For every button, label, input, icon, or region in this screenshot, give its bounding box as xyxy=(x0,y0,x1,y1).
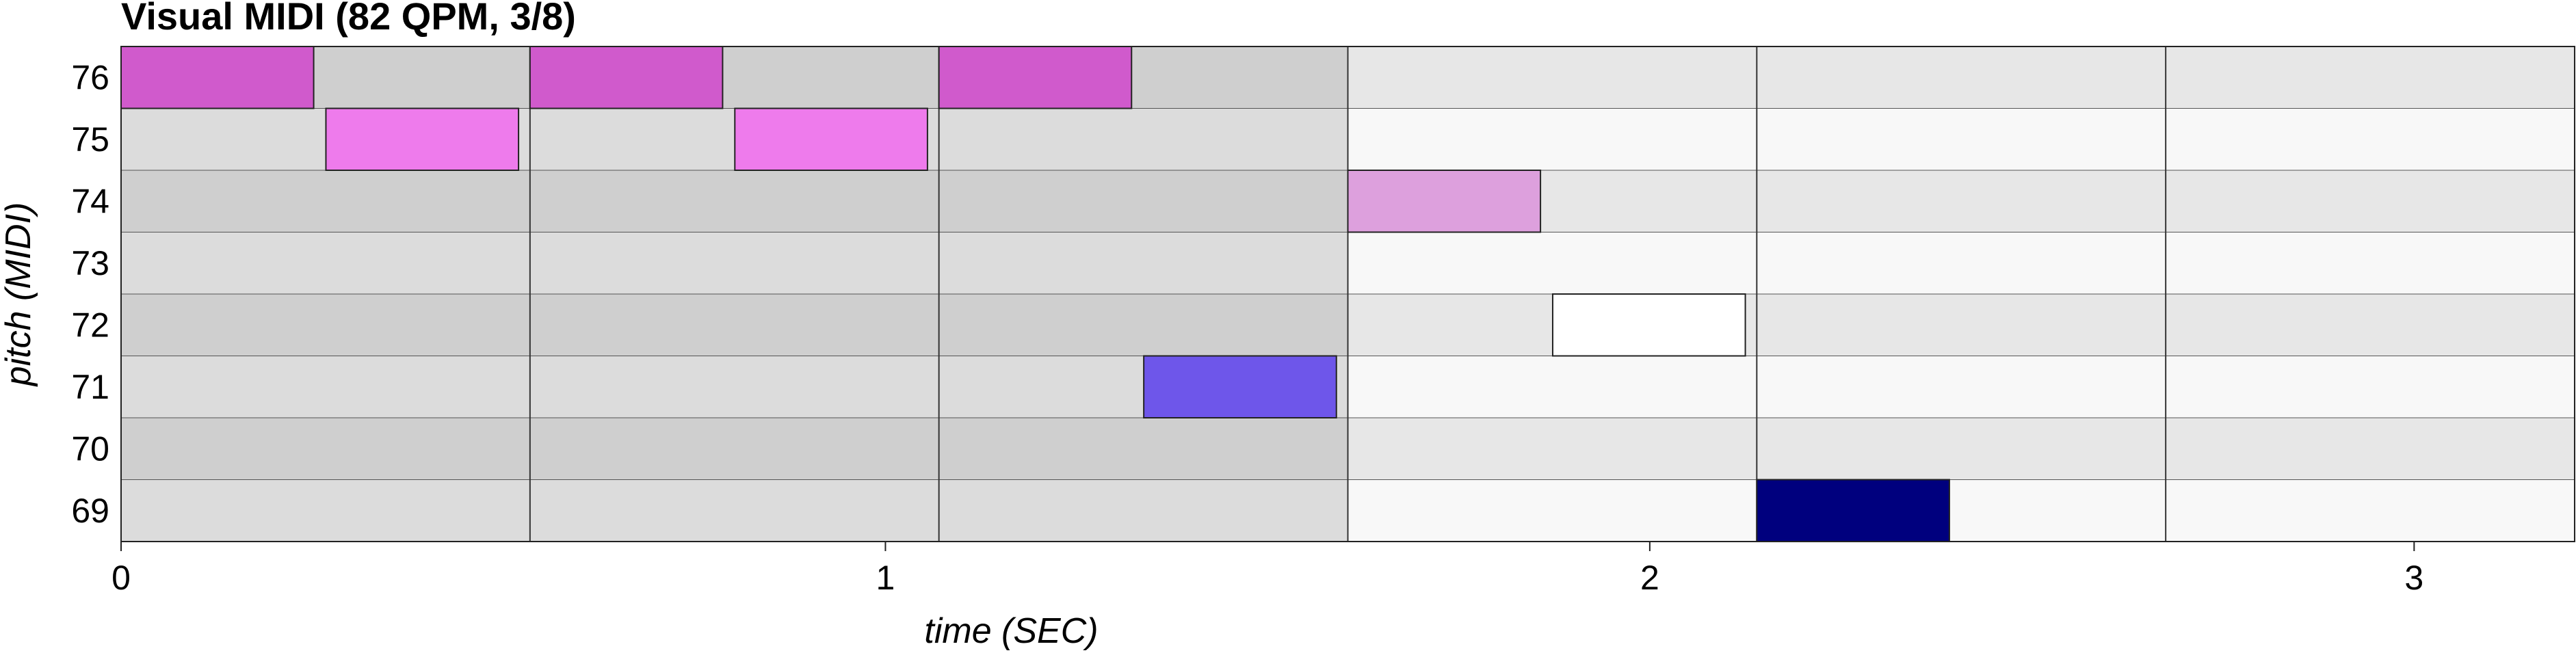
x-tick-label: 1 xyxy=(876,559,895,597)
bar-lines xyxy=(529,46,2167,542)
y-tick-labels: 76 75 74 73 72 71 70 69 xyxy=(71,58,109,530)
note-76 xyxy=(529,46,724,109)
pitch-band-shaded xyxy=(121,46,1348,109)
chart-title: Visual MIDI (82 QPM, 3/8) xyxy=(121,0,576,38)
y-tick-label: 72 xyxy=(71,306,109,344)
pitch-band-shaded xyxy=(121,170,1348,232)
pitch-band xyxy=(1348,356,2575,418)
note-76 xyxy=(938,46,1133,109)
x-axis-label: time (SEC) xyxy=(924,611,1098,651)
pitch-band-shaded xyxy=(121,232,1348,294)
pitch-band xyxy=(1348,46,2575,109)
note-76 xyxy=(120,46,315,109)
plot-frame xyxy=(120,46,2575,542)
x-tick-label: 3 xyxy=(2404,559,2423,597)
pitch-band-shaded xyxy=(121,418,1348,480)
pitch-band xyxy=(1348,170,2575,232)
pitch-bands xyxy=(121,46,2575,542)
pitch-band xyxy=(1348,232,2575,294)
y-tick-label: 70 xyxy=(71,429,109,468)
x-tick-label: 0 xyxy=(111,559,131,597)
pitch-band xyxy=(1348,418,2575,480)
note-71 xyxy=(1143,355,1337,418)
x-tick-labels: 0 1 2 3 xyxy=(111,542,2423,597)
pitch-band xyxy=(1348,294,2575,356)
y-tick-label: 73 xyxy=(71,244,109,282)
note-74 xyxy=(1347,170,1542,233)
pitch-band xyxy=(1348,108,2575,170)
y-tick-label: 74 xyxy=(71,182,109,220)
y-tick-label: 75 xyxy=(71,120,109,159)
note-75 xyxy=(734,107,928,171)
note-72 xyxy=(1551,293,1746,357)
note-69 xyxy=(1756,479,1950,542)
y-tick-label: 76 xyxy=(71,58,109,96)
pitch-band xyxy=(1348,479,2575,542)
x-tick-label: 2 xyxy=(1640,559,1659,597)
pitch-band-shaded xyxy=(121,294,1348,356)
y-tick-label: 69 xyxy=(71,492,109,530)
note-75 xyxy=(325,107,520,171)
y-tick-label: 71 xyxy=(71,368,109,406)
y-axis-label: pitch (MIDI) xyxy=(0,202,38,388)
pitch-band-shaded xyxy=(121,479,1348,542)
note-blocks xyxy=(120,46,1950,542)
